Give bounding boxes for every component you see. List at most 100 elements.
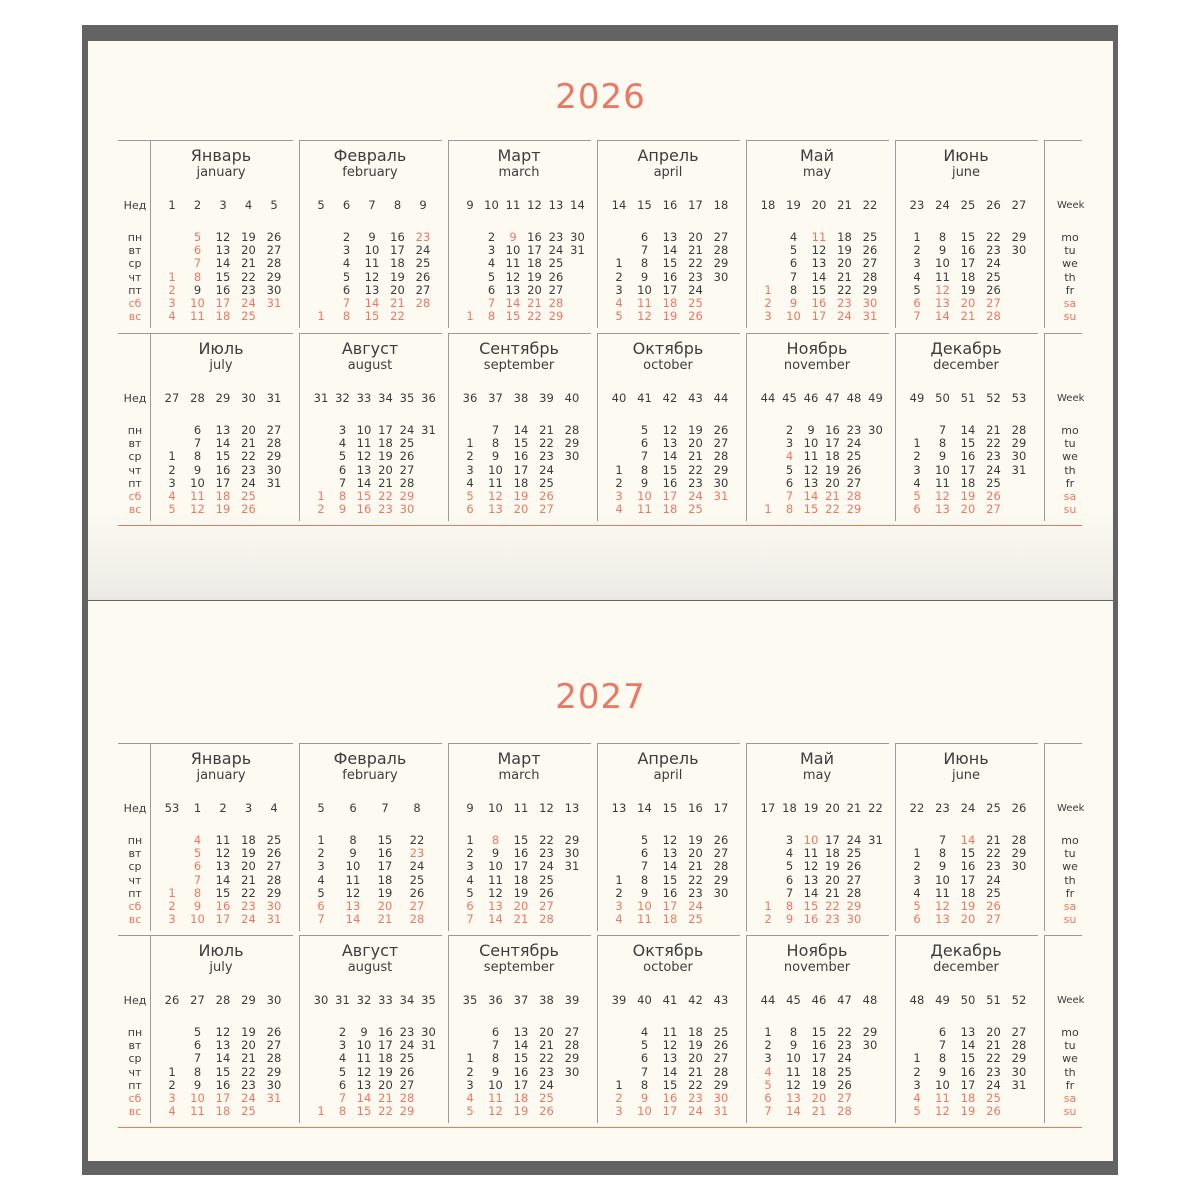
month-left-rule <box>895 743 896 931</box>
day-cell: 2 <box>913 1064 921 1079</box>
day-cell: 17 <box>811 309 827 324</box>
day-cell: 6 <box>789 256 798 271</box>
day-cell: 29 <box>266 1064 282 1079</box>
weekday-label-en: su <box>1063 310 1077 324</box>
day-cell: 12 <box>345 885 361 900</box>
day-cell: 17 <box>513 462 529 477</box>
day-cell: 14 <box>960 423 976 437</box>
day-cell: 19 <box>960 282 976 297</box>
day-cell: 27 <box>713 436 729 451</box>
calendar-sheet-2027: 2027 Нед Week пн mo вт tu ср we чт th пт fr сб sa вс su Я… <box>88 601 1113 1161</box>
day-cell: 30 <box>564 449 580 464</box>
day-cell: 2 <box>466 846 474 861</box>
day-cell: 12 <box>935 282 950 297</box>
day-cell: 18 <box>513 475 529 490</box>
weekday-label-en: fr <box>1065 476 1075 490</box>
day-cell: 17 <box>378 1038 393 1053</box>
day-cell: 24 <box>409 859 425 874</box>
day-cell: 24 <box>837 309 852 324</box>
day-cell: 20 <box>811 1091 827 1105</box>
day-cell: 9 <box>349 846 357 861</box>
day-cell: 16 <box>390 230 405 244</box>
day-cell: 15 <box>215 269 231 284</box>
day-cell: 17 <box>377 859 393 874</box>
month-name-ru: Май <box>799 749 834 768</box>
day-cell: 7 <box>193 872 202 887</box>
accent-line <box>118 525 1082 526</box>
day-cell: 4 <box>785 846 794 861</box>
week-number: 10 <box>484 198 499 212</box>
day-cell: 9 <box>193 282 202 297</box>
day-cell: 10 <box>364 243 380 258</box>
day-cell: 4 <box>764 1064 772 1079</box>
week-number: 53 <box>1011 391 1027 405</box>
month-left-rule <box>448 333 449 521</box>
month-name-en: may <box>802 768 832 783</box>
week-number: 45 <box>786 993 801 1007</box>
week-number: 38 <box>539 993 554 1007</box>
day-cell: 17 <box>960 872 976 887</box>
day-cell: 20 <box>986 1025 1001 1039</box>
day-cell: 16 <box>811 296 827 310</box>
day-cell: 11 <box>190 309 205 324</box>
day-cell: 13 <box>662 1051 678 1066</box>
day-cell: 30 <box>713 269 729 284</box>
day-cell: 20 <box>513 899 529 913</box>
day-cell: 23 <box>837 1038 852 1053</box>
day-cell: 3 <box>168 912 176 927</box>
month-left-rule <box>150 743 151 931</box>
day-cell: 23 <box>688 1091 703 1105</box>
day-cell: 25 <box>862 230 878 244</box>
day-cell: 14 <box>811 269 827 284</box>
day-cell: 6 <box>317 899 325 913</box>
day-cell: 28 <box>1011 833 1027 847</box>
day-cell: 8 <box>938 846 947 861</box>
day-cell: 7 <box>764 1104 772 1119</box>
day-cell: 18 <box>215 489 231 503</box>
month-top-rule <box>597 140 740 141</box>
day-cell: 18 <box>811 1064 827 1079</box>
day-cell: 22 <box>986 846 1001 861</box>
accent-line <box>118 1127 1082 1128</box>
month-name-ru: Февраль <box>333 749 407 768</box>
day-cell: 28 <box>837 1104 852 1119</box>
day-cell: 2 <box>785 423 794 437</box>
day-cell: 1 <box>764 502 772 517</box>
day-cell: 16 <box>215 1077 231 1092</box>
day-cell: 26 <box>241 502 256 517</box>
week-number: 17 <box>713 801 729 815</box>
day-cell: 11 <box>356 436 372 451</box>
day-cell: 17 <box>960 256 976 271</box>
weekday-label-en: sa <box>1063 1092 1077 1105</box>
day-cell: 8 <box>349 833 357 847</box>
day-cell: 29 <box>564 833 580 847</box>
day-cell: 13 <box>935 296 950 310</box>
month-name-en: july <box>209 960 233 975</box>
day-cell: 20 <box>378 1077 393 1092</box>
day-cell: 29 <box>564 1051 580 1066</box>
day-cell: 5 <box>193 846 202 861</box>
weekday-label-en: mo <box>1061 834 1079 847</box>
week-number: 41 <box>662 993 678 1007</box>
day-cell: 4 <box>193 833 202 847</box>
day-cell: 10 <box>935 872 950 887</box>
month-name-ru: Июль <box>198 339 244 358</box>
day-cell: 19 <box>825 462 840 477</box>
day-cell: 22 <box>378 1104 393 1119</box>
day-cell: 26 <box>415 269 431 284</box>
day-cell: 18 <box>960 269 976 284</box>
day-cell: 21 <box>986 423 1001 437</box>
day-cell: 31 <box>564 859 580 874</box>
week-number: 34 <box>378 391 393 405</box>
day-cell: 8 <box>338 1104 347 1119</box>
day-cell: 21 <box>241 436 256 451</box>
day-cell: 5 <box>168 502 176 517</box>
day-cell: 11 <box>803 846 819 861</box>
day-cell: 2 <box>615 269 623 284</box>
week-label-en: Week <box>1057 393 1085 404</box>
day-cell: 21 <box>688 449 703 464</box>
day-cell: 19 <box>378 1064 393 1079</box>
weekday-label-en: mo <box>1061 1026 1079 1039</box>
day-cell: 5 <box>466 885 474 900</box>
day-cell: 2 <box>168 1077 176 1092</box>
